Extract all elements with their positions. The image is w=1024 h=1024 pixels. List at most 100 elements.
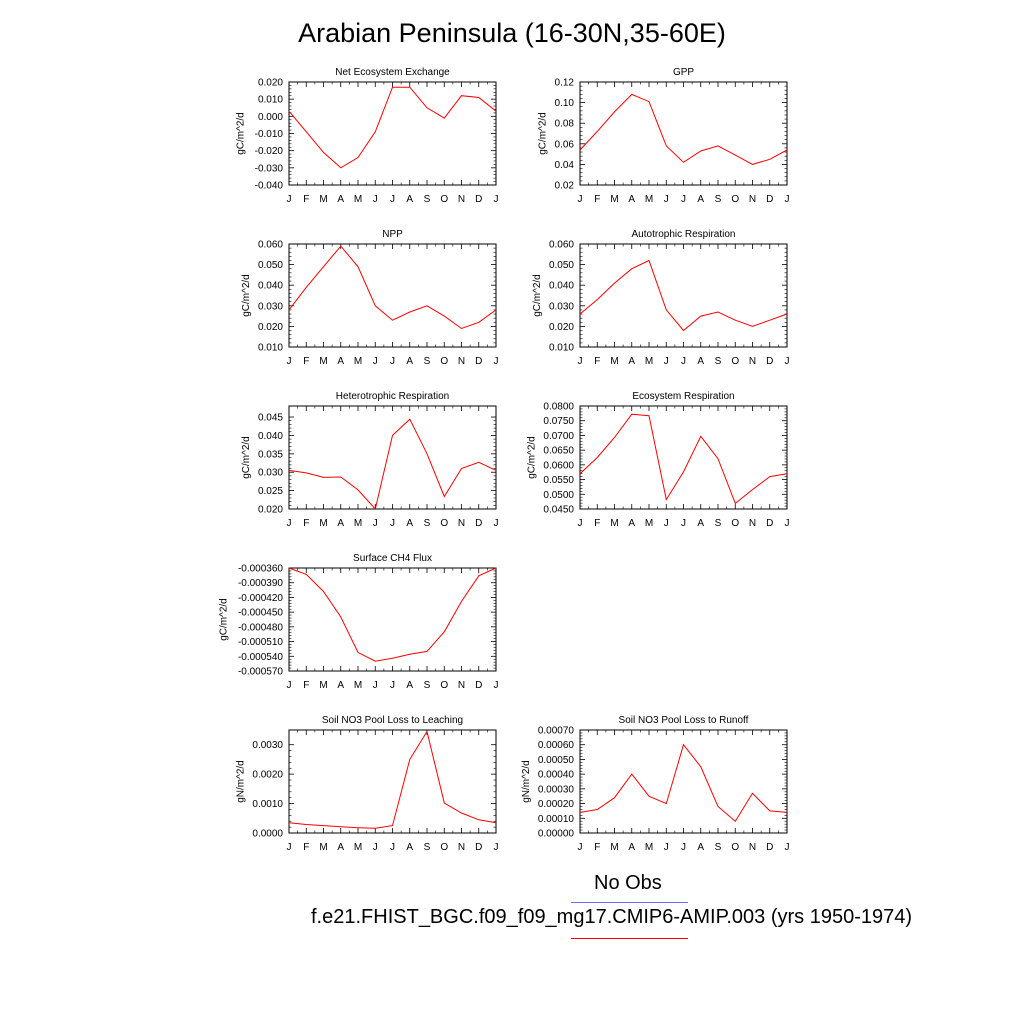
x-tick-label: M [645,518,653,529]
y-tick-label: 0.00050 [538,755,575,766]
y-tick-label: -0.000480 [238,622,283,633]
x-tick-label: J [664,518,669,529]
y-tick-label: -0.040 [255,181,284,192]
x-tick-label: A [406,356,413,367]
x-tick-label: D [475,194,482,205]
x-tick-label: J [785,194,790,205]
x-tick-label: J [287,356,292,367]
x-tick-label: F [594,356,600,367]
x-tick-label: A [697,194,704,205]
y-tick-label: -0.000390 [238,578,283,589]
y-tick-label: -0.010 [255,129,284,140]
x-tick-label: J [785,356,790,367]
y-tick-label: 0.040 [258,431,283,442]
y-tick-label: 0.00070 [538,726,575,737]
plot-frame [288,81,497,186]
x-tick-label: M [645,194,653,205]
x-tick-label: O [731,842,739,853]
x-tick-label: N [749,356,756,367]
legend-obs-label: No Obs [594,872,662,894]
x-tick-label: J [390,518,395,529]
y-tick-label: -0.000360 [238,564,283,575]
x-tick-label: J [373,194,378,205]
x-tick-label: M [645,842,653,853]
x-tick-label: O [440,518,448,529]
y-tick-label: 0.030 [258,468,283,479]
x-tick-label: S [424,680,431,691]
y-tick-label: -0.000420 [238,593,283,604]
plot-frame [288,567,497,672]
panel-title: Soil NO3 Pool Loss to Runoff [619,715,749,726]
x-tick-label: A [406,518,413,529]
x-tick-label: F [303,356,309,367]
y-tick-label: 0.0550 [543,475,574,486]
x-tick-label: A [628,842,635,853]
y-tick-label: 0.040 [549,281,574,292]
y-tick-label: 0.10 [555,98,575,109]
x-tick-label: J [373,680,378,691]
x-tick-label: A [628,356,635,367]
x-tick-label: O [440,356,448,367]
panel-title: Ecosystem Respiration [632,391,734,402]
x-tick-label: J [373,356,378,367]
y-tick-label: 0.0800 [543,402,574,413]
x-tick-label: J [785,518,790,529]
series-line [288,418,497,511]
y-tick-label: 0.030 [549,301,574,312]
y-tick-label: 0.010 [258,95,283,106]
x-tick-label: S [715,356,722,367]
plot-frame [579,405,788,510]
x-tick-label: M [354,356,362,367]
y-tick-label: 0.0600 [543,460,574,471]
x-tick-label: O [731,356,739,367]
y-tick-label: -0.000450 [238,608,283,619]
x-tick-label: J [494,194,499,205]
x-tick-label: A [406,194,413,205]
x-tick-label: N [458,518,465,529]
x-tick-label: A [337,518,344,529]
y-tick-label: 0.06 [555,139,575,150]
x-tick-label: A [337,842,344,853]
y-axis-label: gC/m^2/d [241,274,252,317]
x-tick-label: N [458,680,465,691]
y-axis-label: gN/m^2/d [235,760,246,803]
x-tick-label: S [424,194,431,205]
page-title: Arabian Peninsula (16-30N,35-60E) [298,18,726,48]
y-axis-label: gN/m^2/d [521,760,532,803]
x-tick-label: F [303,518,309,529]
legend-run-line [571,938,688,939]
y-tick-label: -0.000540 [238,652,283,663]
x-tick-label: N [749,194,756,205]
x-tick-label: A [628,194,635,205]
x-tick-label: A [337,680,344,691]
panel-title: Surface CH4 Flux [353,553,432,564]
x-tick-label: O [440,680,448,691]
x-tick-label: D [475,518,482,529]
x-tick-label: S [715,518,722,529]
y-tick-label: 0.00060 [538,740,575,751]
y-tick-label: 0.00000 [538,829,575,840]
legend-obs-line [571,902,688,903]
x-tick-label: J [681,518,686,529]
x-tick-label: M [354,194,362,205]
x-tick-label: J [681,356,686,367]
x-tick-label: S [424,842,431,853]
x-tick-label: J [785,842,790,853]
series-line [288,86,497,169]
y-tick-label: 0.030 [258,301,283,312]
plot-frame [579,243,788,348]
x-tick-label: F [594,194,600,205]
x-tick-label: M [645,356,653,367]
x-tick-label: N [458,356,465,367]
panel-title: Net Ecosystem Exchange [335,67,450,78]
x-tick-label: J [664,356,669,367]
x-tick-label: J [494,356,499,367]
